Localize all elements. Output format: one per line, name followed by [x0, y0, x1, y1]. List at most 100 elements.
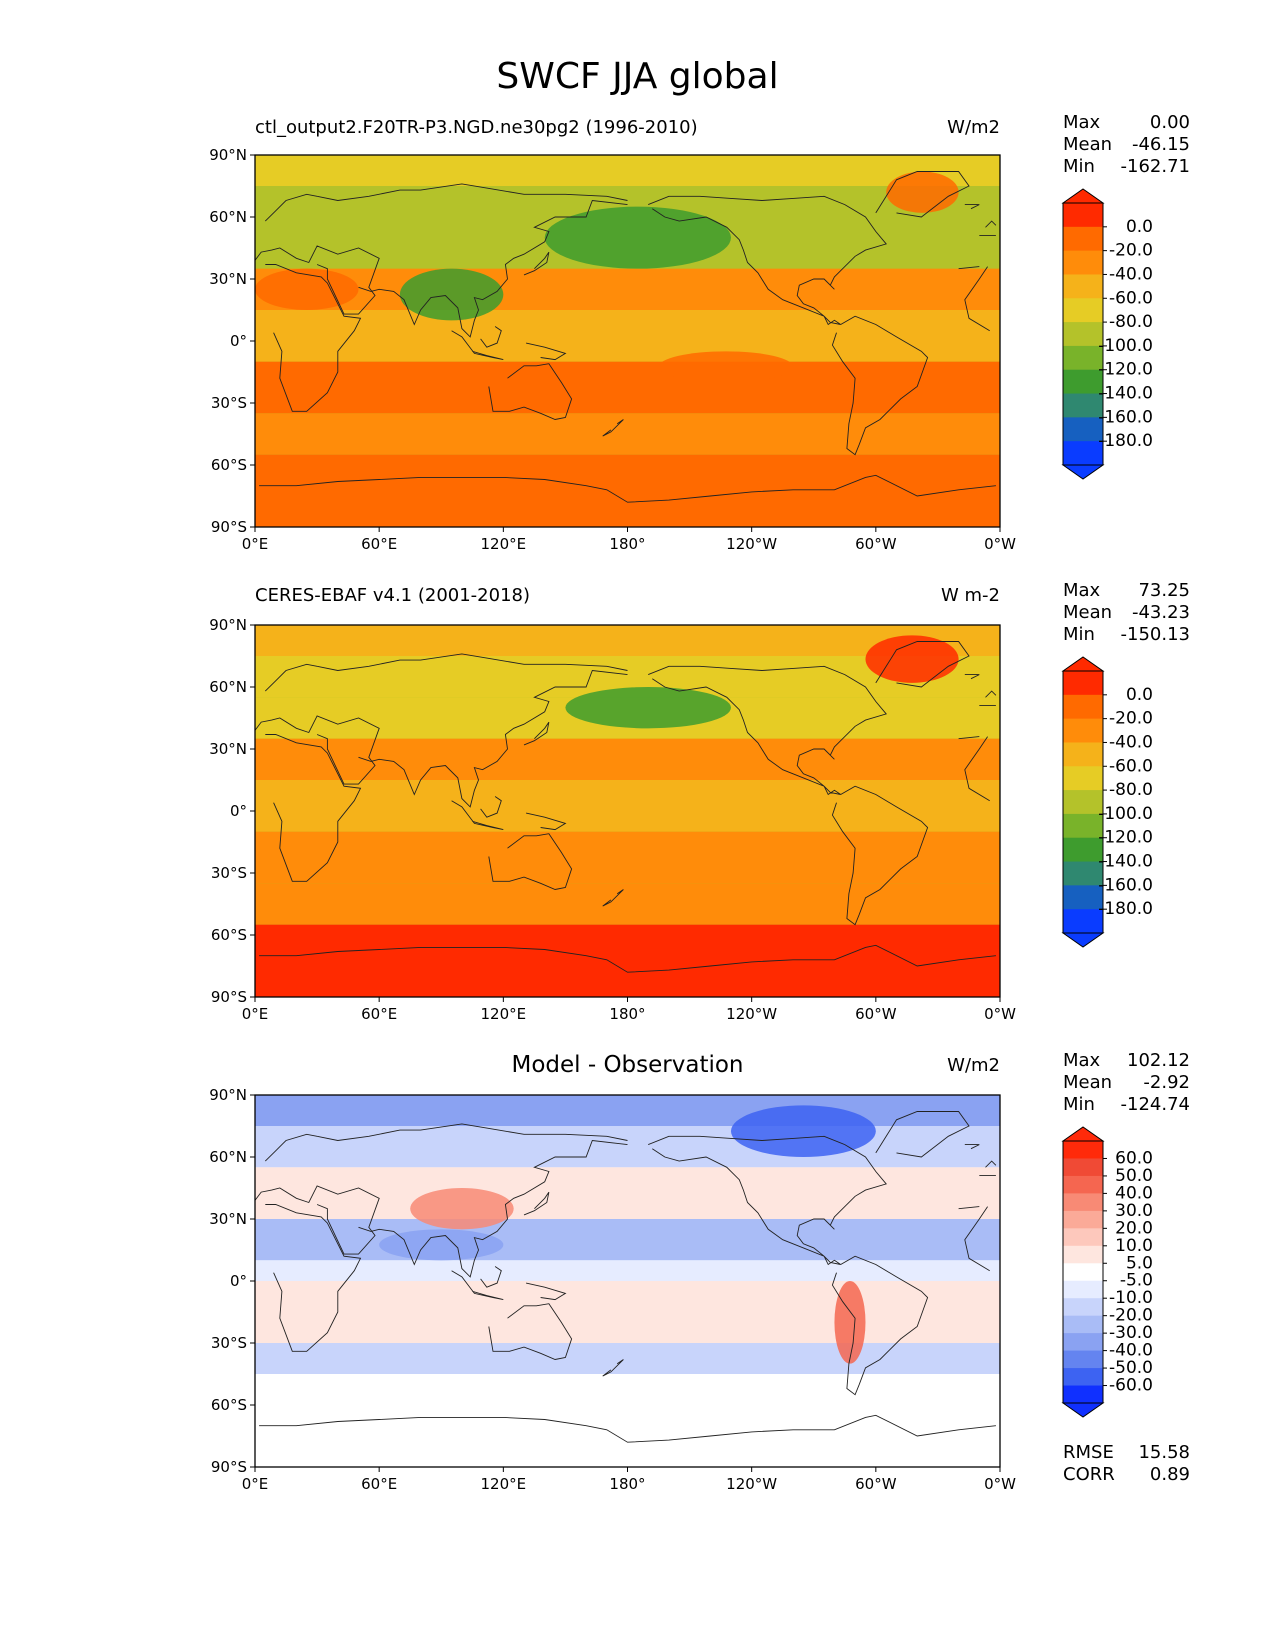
- colorbar-tick-label: -120.0: [1098, 828, 1153, 848]
- zonal-band: [255, 155, 1000, 186]
- zonal-band: [255, 413, 1000, 455]
- colorbar-swatch: [1063, 861, 1103, 886]
- zonal-band: [255, 1260, 1000, 1281]
- x-tick-label: 120°E: [481, 1475, 527, 1493]
- region-north-pacific: [565, 687, 731, 729]
- zonal-band: [255, 1167, 1000, 1219]
- colorbar-swatch: [1063, 345, 1103, 371]
- zonal-band: [255, 1126, 1000, 1168]
- colorbar-tick-label: -40.0: [1109, 732, 1153, 752]
- y-tick-label: 0°: [230, 802, 247, 820]
- stat-label: RMSE: [1063, 1442, 1114, 1463]
- colorbar-swatch: [1063, 1350, 1103, 1369]
- colorbar-tick-label: -30.0: [1109, 1323, 1153, 1343]
- y-tick-label: 0°: [230, 332, 247, 350]
- panel-difference: Model - Observation W/m2 0°E 60°E 120°E 180…: [0, 1050, 1275, 1535]
- colorbar-tick-label: -60.0: [1109, 1376, 1153, 1396]
- stat-label: Min: [1063, 624, 1095, 645]
- y-tick-label: 30°S: [211, 394, 247, 412]
- zonal-band: [255, 831, 1000, 884]
- stat-label: Max: [1063, 112, 1101, 133]
- colorbar-swatch: [1063, 1280, 1103, 1299]
- colorbar-swatch: [1063, 1333, 1103, 1352]
- region-arctic-canada: [730, 1105, 876, 1157]
- stat-value: 102.12: [1127, 1050, 1190, 1071]
- stat-row: Max 73.25: [1063, 580, 1190, 602]
- zonal-band: [255, 310, 1000, 362]
- x-tick-label: 60°E: [361, 1005, 397, 1023]
- stat-value: 73.25: [1138, 580, 1190, 601]
- colorbar-tick-label: -180.0: [1098, 431, 1153, 451]
- colorbar-swatch: [1063, 766, 1103, 791]
- stat-row: Max 0.00: [1063, 112, 1190, 134]
- y-tick-label: 90°S: [211, 988, 247, 1006]
- colorbar-extend-bottom: [1061, 932, 1105, 948]
- y-tick-label: 60°S: [211, 456, 247, 474]
- colorbar-extend-top: [1061, 656, 1105, 672]
- stat-label: Mean: [1063, 602, 1113, 623]
- zonal-band: [255, 1312, 1000, 1343]
- colorbar-difference: 60.050.040.030.020.010.05.0-5.0-10.0-20.…: [1061, 1126, 1153, 1418]
- colorbar-tick-label: 0.0: [1126, 685, 1153, 705]
- colorbar-swatch: [1063, 909, 1103, 934]
- stat-label: Mean: [1063, 1072, 1113, 1093]
- y-tick-label: 90°N: [209, 616, 247, 634]
- colorbar-tick-label: -100.0: [1098, 336, 1153, 356]
- colorbar-tick-label: 20.0: [1115, 1218, 1153, 1238]
- stat-row: RMSE 15.58: [1063, 1442, 1190, 1464]
- stats-difference: Max 102.12 Mean -2.92 Min -124.74: [1063, 1050, 1190, 1116]
- stat-label: CORR: [1063, 1464, 1115, 1485]
- colorbar-swatch: [1063, 369, 1103, 395]
- colorbar-frame: [1062, 670, 1104, 934]
- stat-row: Mean -46.15: [1063, 134, 1190, 156]
- y-tick-label: 90°N: [209, 1086, 247, 1104]
- stat-row: Max 102.12: [1063, 1050, 1190, 1072]
- colorbar-tick-label: -180.0: [1098, 899, 1153, 919]
- stat-row: Min -150.13: [1063, 624, 1190, 646]
- map-test: 0°E 60°E 120°E 180° 120°W 60°W 0°W 90°N 60°N 30°N…: [209, 146, 1016, 553]
- colorbar-tick-label: -40.0: [1109, 264, 1153, 284]
- region-china: [410, 1188, 514, 1230]
- colorbar-swatch: [1063, 274, 1103, 299]
- zonal-band: [255, 1281, 1000, 1312]
- colorbar-tick-label: 40.0: [1115, 1183, 1153, 1203]
- colorbar-swatch: [1063, 441, 1103, 466]
- zonal-band: [255, 883, 1000, 925]
- colorbar-tick-label: 0.0: [1126, 217, 1153, 237]
- zonal-band: [255, 1374, 1000, 1467]
- colorbar-reference: 0.0 -20.0 -40.0 -60.0 -80.0 -100.0 -120.0 -140.…: [1061, 656, 1153, 948]
- colorbar-tick-label: -160.0: [1098, 407, 1153, 427]
- panel-center-title: Model - Observation: [511, 1052, 744, 1078]
- colorbar-swatch: [1063, 1210, 1103, 1229]
- colorbar-extend-top: [1061, 188, 1105, 204]
- x-tick-label: 180°: [609, 535, 645, 553]
- y-tick-label: 90°S: [211, 1458, 247, 1476]
- zonal-band: [255, 1343, 1000, 1374]
- x-tick-label: 0°W: [984, 1475, 1016, 1493]
- stat-row: Min -162.71: [1063, 156, 1190, 178]
- colorbar-swatch: [1063, 250, 1103, 275]
- colorbar-swatch: [1063, 1141, 1103, 1159]
- coastlines: [254, 641, 997, 973]
- colorbar-swatch: [1063, 226, 1103, 252]
- stats-reference: Max 73.25 Mean -43.23 Min -150.13: [1063, 580, 1190, 646]
- colorbar-test: 0.0 -20.0 -40.0 -60.0 -80.0 -100.0 -120.0 -140.…: [1061, 188, 1153, 480]
- zonal-band: [255, 780, 1000, 832]
- colorbar-tick-label: 10.0: [1115, 1236, 1153, 1256]
- colorbar-swatch: [1063, 837, 1103, 863]
- stat-row: Mean -43.23: [1063, 602, 1190, 624]
- colorbar-swatch: [1063, 1175, 1103, 1194]
- stat-value: -124.74: [1120, 1094, 1190, 1115]
- panel-units: W/m2: [947, 117, 1000, 138]
- stat-value: -43.23: [1131, 602, 1190, 623]
- panel-units: W/m2: [947, 1055, 1000, 1076]
- colorbar-tick-label: -40.0: [1109, 1341, 1153, 1361]
- colorbar-swatch: [1063, 1385, 1103, 1404]
- panel-left-title: ctl_output2.F20TR-P3.NGD.ne30pg2 (1996-2…: [255, 117, 698, 138]
- coastlines: [254, 171, 997, 503]
- colorbar-swatch: [1063, 1298, 1103, 1317]
- x-tick-label: 60°W: [855, 535, 897, 553]
- colorbar-frame: [1062, 1140, 1104, 1404]
- figure-title: SWCF JJA global: [496, 56, 779, 97]
- stat-row: CORR 0.89: [1063, 1464, 1190, 1486]
